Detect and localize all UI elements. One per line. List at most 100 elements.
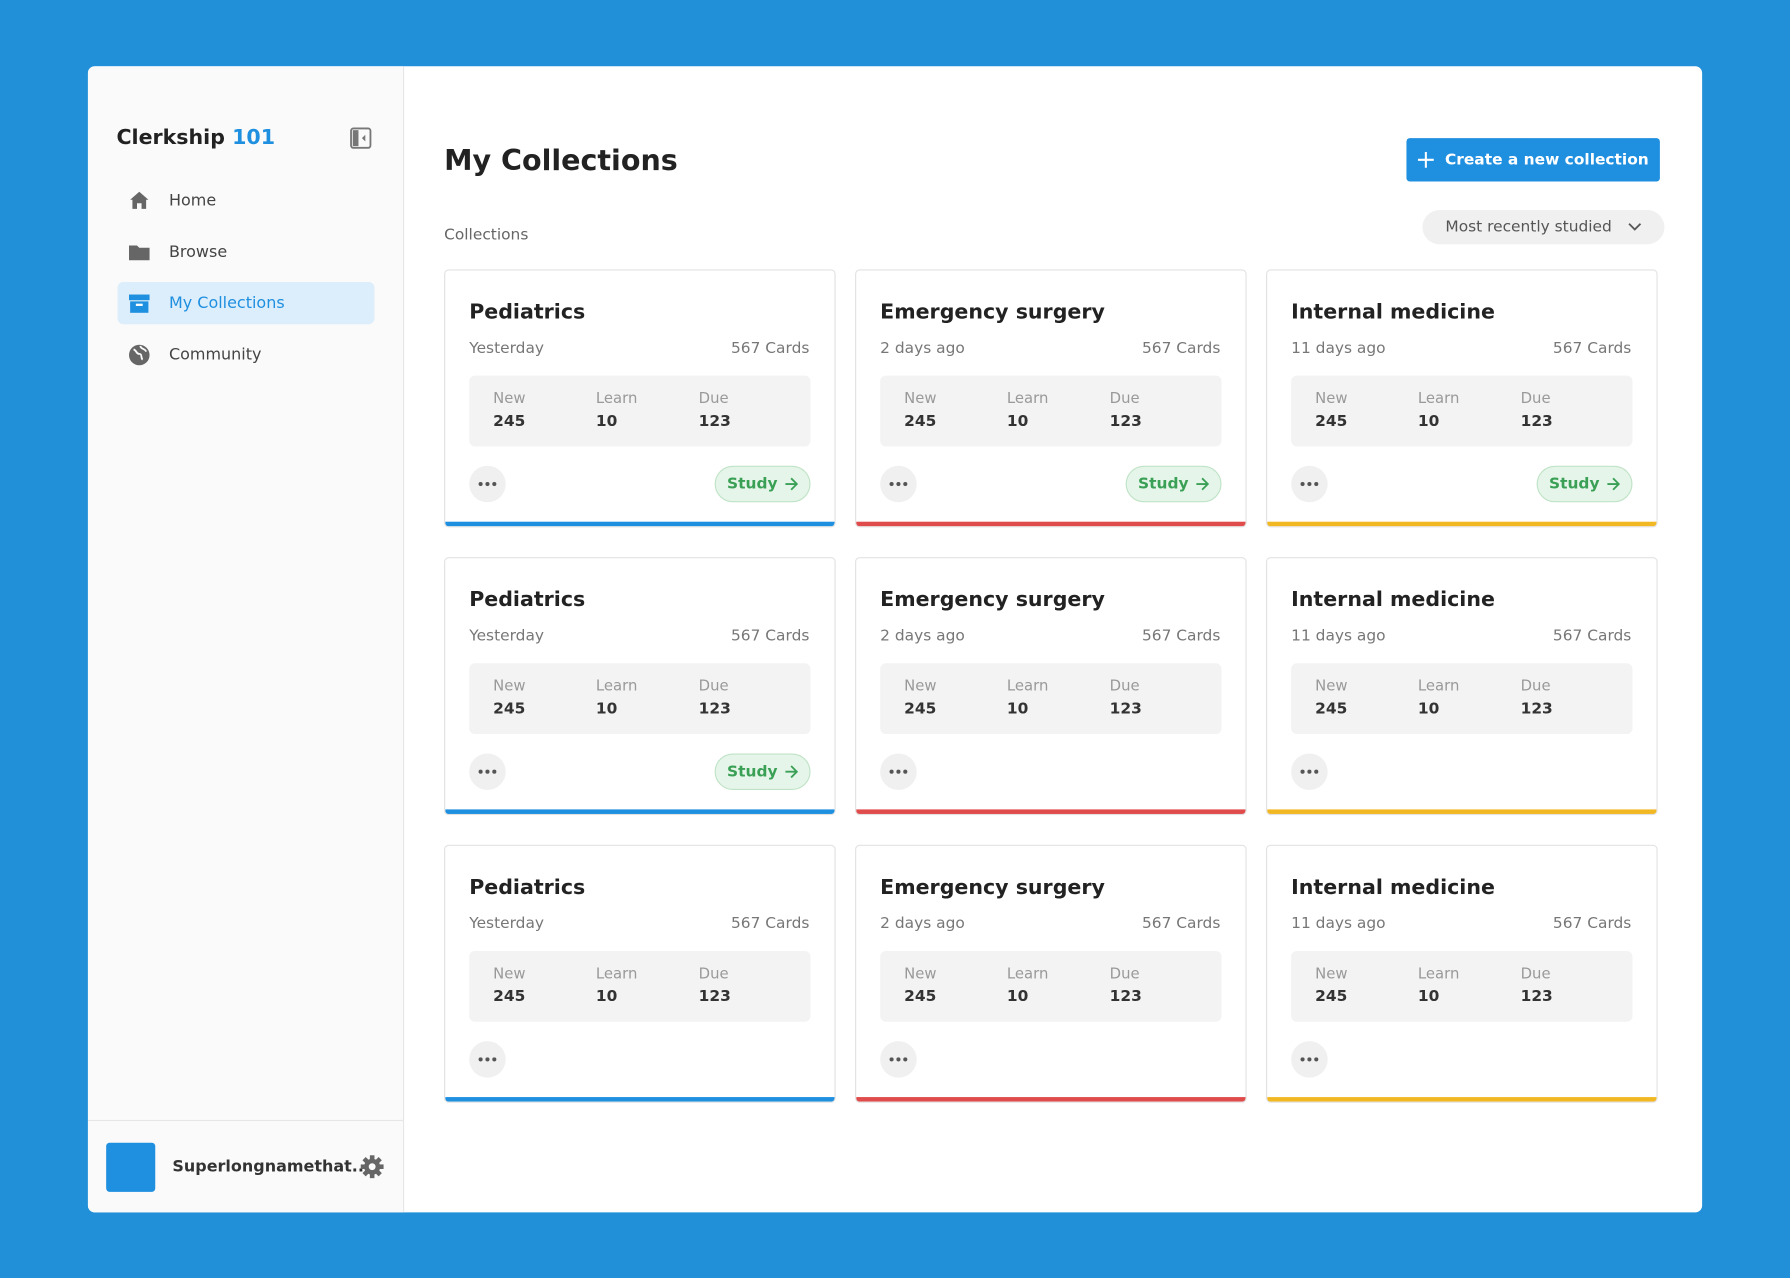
stat-value: 10 bbox=[1417, 987, 1440, 1006]
stat-label: Learn bbox=[1417, 965, 1460, 983]
card-title: Emergency surgery bbox=[880, 300, 1105, 325]
stat: Due 123 bbox=[699, 678, 731, 718]
card-date: 2 days ago bbox=[880, 914, 965, 933]
study-button[interactable]: Study bbox=[714, 753, 811, 790]
nav-label: Browse bbox=[168, 242, 228, 261]
stat: New 245 bbox=[1315, 678, 1347, 718]
card-date: 11 days ago bbox=[1291, 339, 1386, 358]
collection-card[interactable]: Emergency surgery 2 days ago 567 Cards New 2… bbox=[855, 844, 1247, 1103]
stat-label: Due bbox=[1109, 965, 1140, 983]
stats-box: New 245 Learn 10 Due 123 bbox=[880, 950, 1222, 1022]
stat-value: 123 bbox=[698, 412, 731, 431]
more-button[interactable] bbox=[880, 465, 917, 503]
stat: New 245 bbox=[493, 966, 525, 1006]
stat-value: 245 bbox=[904, 412, 937, 431]
nav-label: Home bbox=[168, 191, 217, 210]
stat-value: 245 bbox=[493, 699, 526, 719]
collapse-button[interactable] bbox=[349, 127, 372, 150]
card-title: Internal medicine bbox=[1291, 875, 1495, 900]
stat-value: 245 bbox=[904, 699, 937, 719]
collection-card[interactable]: Emergency surgery 2 days ago 567 Cards New 2… bbox=[855, 269, 1247, 528]
stats-box: New 245 Learn 10 Due 123 bbox=[1291, 950, 1633, 1022]
brand: Clerkship 101 bbox=[116, 126, 275, 150]
stats-box: New 245 Learn 10 Due 123 bbox=[880, 663, 1222, 735]
create-label: Create a new collection bbox=[1444, 150, 1649, 169]
stat-label: New bbox=[1315, 390, 1348, 408]
stat-label: New bbox=[493, 965, 526, 983]
stat-value: 10 bbox=[1006, 412, 1029, 431]
collection-card[interactable]: Internal medicine 11 days ago 567 Cards New… bbox=[1266, 844, 1658, 1103]
more-button[interactable] bbox=[1291, 753, 1328, 790]
more-button[interactable] bbox=[1291, 465, 1328, 503]
more-button[interactable] bbox=[469, 465, 506, 503]
stat-value: 123 bbox=[1109, 987, 1142, 1006]
stat-value: 123 bbox=[1109, 699, 1142, 719]
brand-name: Clerkship bbox=[116, 125, 225, 150]
collection-card[interactable]: Pediatrics Yesterday 567 Cards New 245 Learn 1… bbox=[444, 557, 836, 816]
stat: Due 123 bbox=[699, 390, 731, 430]
more-button[interactable] bbox=[880, 1041, 917, 1078]
stat-value: 123 bbox=[1520, 987, 1553, 1006]
accent-bar bbox=[856, 1097, 1246, 1102]
accent-bar bbox=[445, 809, 835, 814]
stat: Due 123 bbox=[1521, 966, 1553, 1006]
study-label: Study bbox=[1138, 474, 1189, 494]
collection-card[interactable]: Emergency surgery 2 days ago 567 Cards New 2… bbox=[855, 557, 1247, 816]
study-button[interactable]: Study bbox=[1125, 465, 1222, 503]
accent-bar bbox=[856, 521, 1246, 527]
collection-card[interactable]: Pediatrics Yesterday 567 Cards New 245 Learn 1… bbox=[444, 844, 836, 1103]
user-name: Superlongnamethat... bbox=[172, 1157, 371, 1176]
more-button[interactable] bbox=[469, 1041, 506, 1078]
card-count: 567 Cards bbox=[1552, 914, 1632, 933]
card-date: Yesterday bbox=[469, 626, 545, 646]
card-title: Internal medicine bbox=[1291, 300, 1495, 325]
collection-card[interactable]: Internal medicine 11 days ago 567 Cards New… bbox=[1266, 269, 1658, 528]
stat: Due 123 bbox=[1110, 678, 1142, 718]
stat-value: 10 bbox=[1006, 699, 1029, 719]
stat: Learn 10 bbox=[596, 966, 637, 1006]
more-button[interactable] bbox=[1291, 1041, 1328, 1078]
stat-label: Learn bbox=[595, 965, 638, 983]
settings-button[interactable] bbox=[360, 1154, 385, 1179]
stat-value: 245 bbox=[1315, 699, 1348, 719]
arrow-icon bbox=[1607, 477, 1621, 491]
study-label: Study bbox=[727, 762, 778, 781]
stat-label: New bbox=[493, 390, 526, 408]
stat: Due 123 bbox=[699, 966, 731, 1006]
card-count: 567 Cards bbox=[730, 626, 810, 646]
stat-label: Due bbox=[1109, 390, 1140, 408]
accent-bar bbox=[445, 521, 835, 527]
nav-label: My Collections bbox=[168, 293, 285, 313]
collection-card[interactable]: Pediatrics Yesterday 567 Cards New 245 Learn 1… bbox=[444, 269, 836, 528]
card-date: 11 days ago bbox=[1291, 914, 1386, 933]
stat: Learn 10 bbox=[596, 678, 637, 718]
card-count: 567 Cards bbox=[1141, 914, 1221, 933]
card-date: Yesterday bbox=[469, 339, 545, 358]
more-button[interactable] bbox=[469, 753, 506, 790]
stat-value: 10 bbox=[595, 699, 618, 719]
study-button[interactable]: Study bbox=[714, 465, 811, 503]
stats-box: New 245 Learn 10 Due 123 bbox=[469, 663, 811, 735]
collection-card[interactable]: Internal medicine 11 days ago 567 Cards New… bbox=[1266, 557, 1658, 816]
accent-bar bbox=[1267, 809, 1657, 814]
card-count: 567 Cards bbox=[1552, 626, 1632, 646]
stat: Learn 10 bbox=[1007, 966, 1048, 1006]
arrow-icon bbox=[785, 765, 799, 779]
nav-item[interactable]: My Collections bbox=[117, 281, 375, 325]
avatar[interactable] bbox=[106, 1142, 156, 1192]
stat: Learn 10 bbox=[1418, 966, 1459, 1006]
stat-value: 245 bbox=[904, 987, 937, 1006]
create-button[interactable]: Create a new collection bbox=[1406, 138, 1660, 182]
more-button[interactable] bbox=[880, 753, 917, 790]
nav-item[interactable]: Community bbox=[118, 333, 375, 375]
nav-item[interactable]: Home bbox=[118, 179, 375, 221]
sort-dropdown[interactable]: Most recently studied bbox=[1422, 210, 1665, 245]
nav-item[interactable]: Browse bbox=[118, 231, 375, 273]
stat-label: Due bbox=[698, 390, 729, 408]
card-count: 567 Cards bbox=[1141, 339, 1221, 358]
stats-box: New 245 Learn 10 Due 123 bbox=[469, 950, 811, 1022]
stat-value: 123 bbox=[1109, 412, 1142, 431]
study-button[interactable]: Study bbox=[1536, 465, 1633, 503]
